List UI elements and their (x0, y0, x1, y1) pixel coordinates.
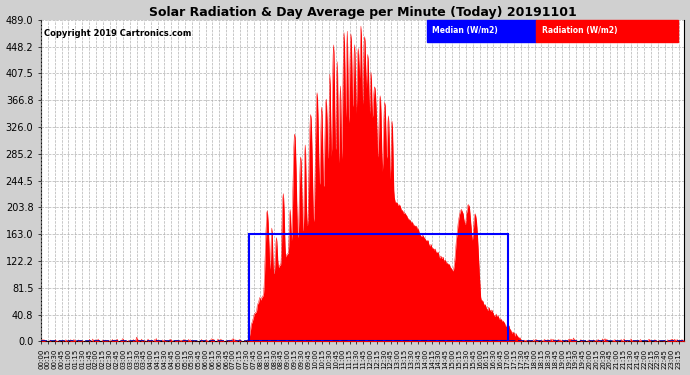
Text: Radiation (W/m2): Radiation (W/m2) (542, 27, 617, 36)
Bar (427, 20, 536, 42)
Text: Copyright 2019 Cartronics.com: Copyright 2019 Cartronics.com (44, 29, 192, 38)
Text: Median (W/m2): Median (W/m2) (432, 27, 498, 36)
Bar (536, 20, 678, 42)
Title: Solar Radiation & Day Average per Minute (Today) 20191101: Solar Radiation & Day Average per Minute… (149, 6, 577, 18)
Bar (249, 234, 508, 341)
